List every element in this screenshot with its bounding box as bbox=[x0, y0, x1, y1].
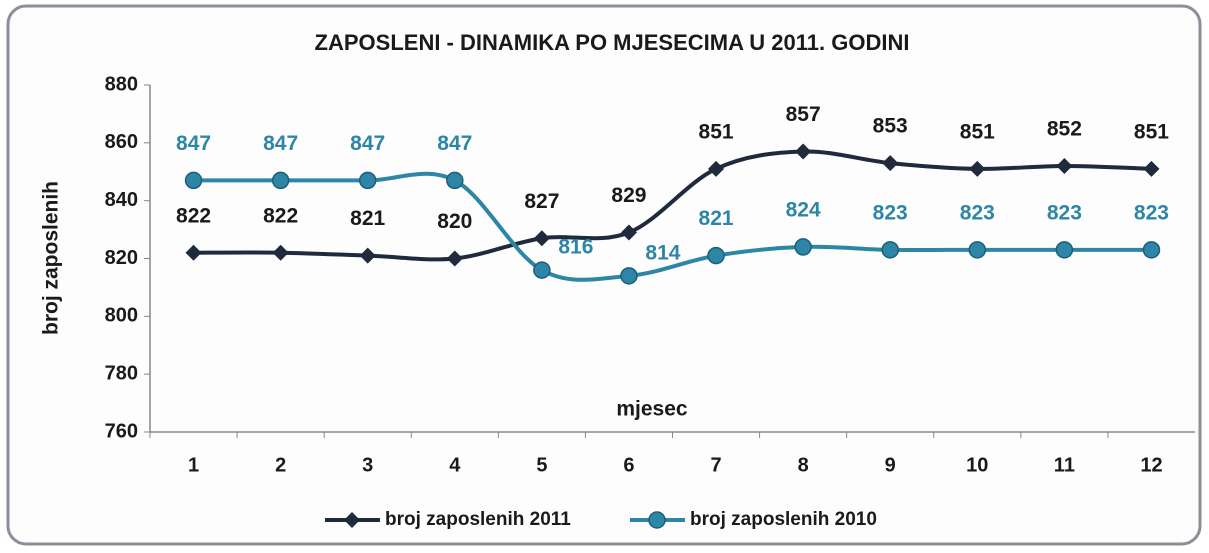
data-label: 847 bbox=[350, 132, 385, 155]
frame bbox=[6, 4, 1202, 546]
y-tick-label: 780 bbox=[105, 362, 138, 384]
marker bbox=[185, 244, 202, 261]
marker bbox=[620, 267, 638, 285]
x-tick-label: 9 bbox=[885, 454, 896, 476]
data-label: 829 bbox=[611, 184, 646, 207]
x-tick-label: 7 bbox=[710, 454, 721, 476]
x-tick-label: 4 bbox=[449, 454, 461, 476]
data-label: 824 bbox=[786, 198, 821, 221]
chart-title: ZAPOSLENI - DINAMIKA PO MJESECIMA U 2011… bbox=[315, 30, 910, 55]
x-tick-label: 10 bbox=[966, 454, 988, 476]
data-label: 820 bbox=[437, 210, 472, 233]
x-tick-label: 1 bbox=[188, 454, 199, 476]
marker bbox=[968, 241, 987, 259]
data-label: 823 bbox=[1134, 201, 1169, 224]
marker bbox=[446, 250, 463, 267]
data-label: 823 bbox=[1047, 201, 1082, 224]
y-axis-label: broj zaposlenih bbox=[40, 181, 63, 335]
legend-label: broj zaposlenih 2011 bbox=[385, 509, 571, 530]
data-label: 851 bbox=[699, 120, 734, 143]
marker bbox=[881, 241, 899, 259]
x-axis-label: mjesec bbox=[616, 398, 688, 421]
data-label: 823 bbox=[960, 201, 995, 224]
marker bbox=[969, 160, 986, 177]
data-label: 821 bbox=[699, 207, 734, 230]
data-label: 847 bbox=[263, 132, 298, 155]
data-label: 822 bbox=[263, 204, 298, 227]
data-label: 852 bbox=[1047, 118, 1082, 141]
marker bbox=[795, 143, 812, 160]
y-tick-label: 840 bbox=[105, 189, 138, 211]
data-label: 821 bbox=[350, 207, 385, 230]
y-tick-label: 860 bbox=[105, 131, 138, 153]
legend-label: broj zaposlenih 2010 bbox=[690, 509, 877, 530]
x-tick-label: 11 bbox=[1054, 454, 1075, 476]
marker bbox=[184, 171, 203, 190]
data-label: 822 bbox=[176, 204, 211, 227]
marker bbox=[620, 224, 637, 241]
marker bbox=[708, 160, 725, 177]
x-tick-label: 5 bbox=[536, 454, 547, 476]
x-tick-label: 2 bbox=[275, 454, 286, 476]
marker bbox=[271, 171, 290, 190]
data-label: 827 bbox=[524, 190, 559, 213]
y-tick-label: 800 bbox=[105, 305, 138, 327]
marker bbox=[358, 171, 377, 190]
data-label: 851 bbox=[960, 120, 995, 143]
data-label: 823 bbox=[873, 201, 908, 224]
data-label: 847 bbox=[437, 132, 472, 155]
marker bbox=[882, 155, 899, 172]
x-tick-label: 3 bbox=[362, 454, 373, 476]
data-label: 853 bbox=[873, 115, 908, 138]
marker bbox=[794, 238, 812, 256]
x-tick-label: 8 bbox=[798, 454, 809, 476]
marker bbox=[1142, 241, 1161, 259]
marker bbox=[707, 246, 725, 265]
y-tick-label: 820 bbox=[105, 247, 138, 269]
x-tick-label: 12 bbox=[1140, 454, 1162, 476]
marker bbox=[533, 261, 551, 279]
marker bbox=[446, 171, 464, 190]
x-tick-label: 6 bbox=[623, 454, 634, 476]
marker bbox=[359, 247, 376, 264]
y-tick-label: 880 bbox=[105, 73, 138, 95]
marker bbox=[1056, 157, 1073, 174]
marker bbox=[533, 230, 550, 247]
data-label: 857 bbox=[786, 103, 821, 126]
marker bbox=[1055, 241, 1074, 259]
data-label: 814 bbox=[645, 241, 680, 264]
marker bbox=[344, 512, 360, 528]
marker bbox=[1143, 160, 1160, 177]
data-label: 847 bbox=[176, 132, 211, 155]
marker bbox=[648, 511, 666, 529]
data-label: 816 bbox=[558, 236, 593, 259]
y-tick-label: 760 bbox=[105, 420, 138, 442]
data-label: 851 bbox=[1134, 120, 1169, 143]
marker bbox=[272, 244, 289, 261]
